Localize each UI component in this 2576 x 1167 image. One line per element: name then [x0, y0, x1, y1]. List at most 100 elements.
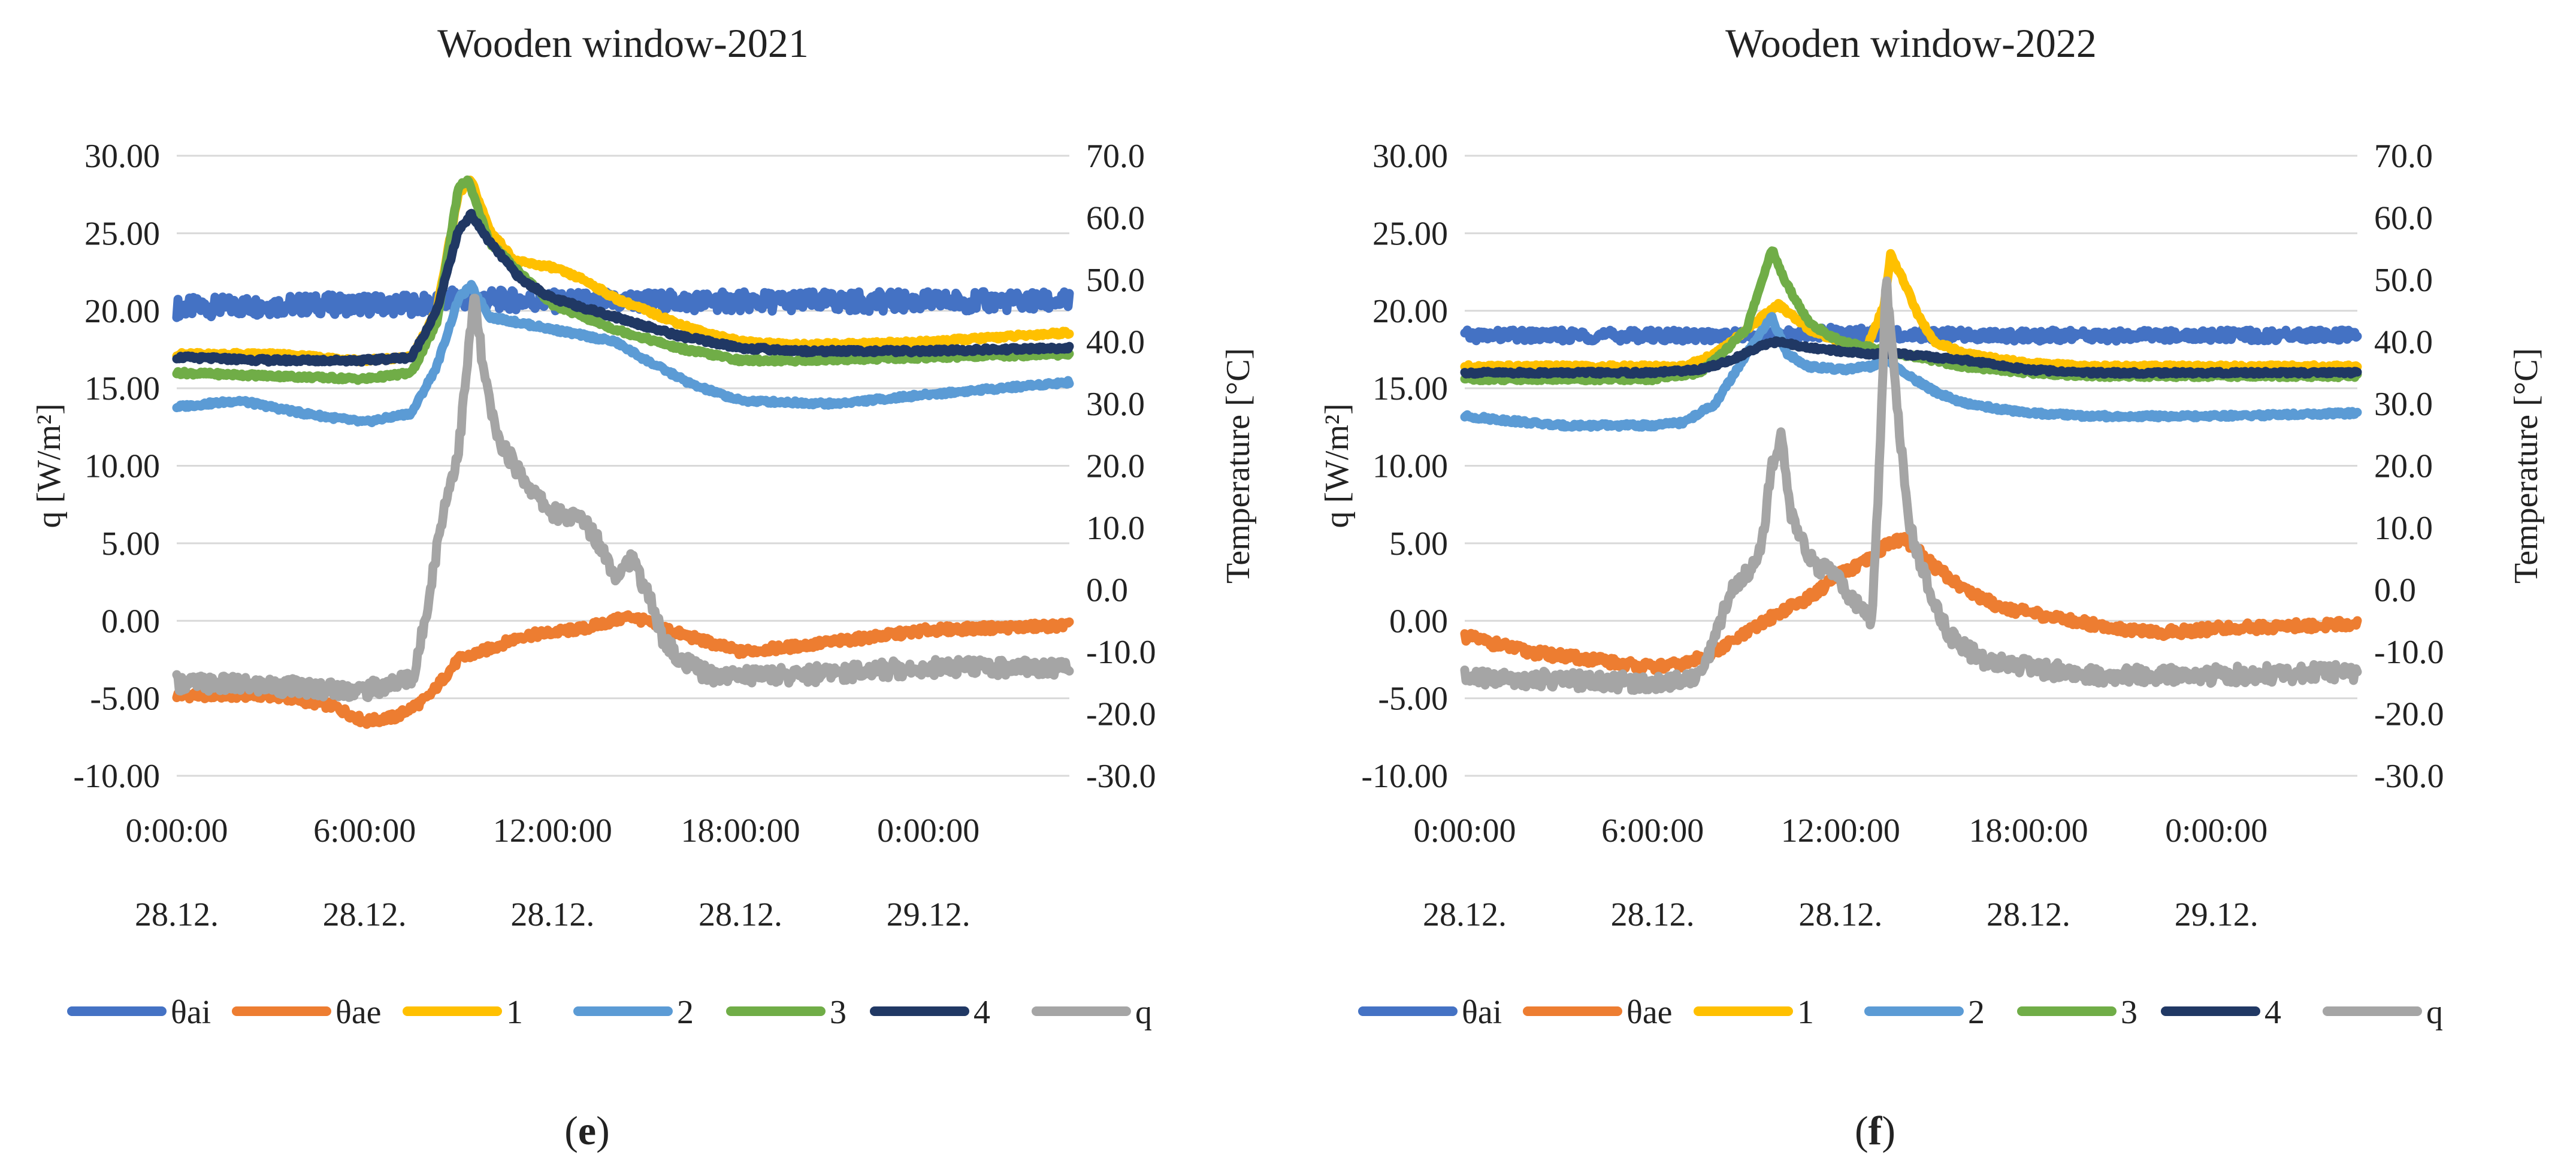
y-right-tick-label: 50.0 [2374, 262, 2433, 299]
panel-label: (e) [564, 1108, 610, 1153]
x-tick-time-label: 18:00:00 [1969, 812, 2088, 849]
y-right-tick-label: 20.0 [1086, 448, 1145, 485]
x-tick-date-label: 28.12. [699, 896, 782, 933]
y-left-tick-label: 10.00 [1372, 448, 1448, 485]
chart-svg-e: Wooden window-2021-10.00-5.000.005.0010.… [31, 20, 1257, 1153]
x-tick-time-label: 0:00:00 [2165, 812, 2267, 849]
series-line-3 [1460, 312, 2362, 432]
y-left-axis-title: q [W/m²] [1319, 403, 1356, 528]
y-right-tick-label: -20.0 [1086, 696, 1156, 733]
x-tick-time-label: 0:00:00 [125, 812, 228, 849]
legend-label: θae [1626, 994, 1673, 1031]
series-line-5 [172, 208, 1074, 367]
y-right-tick-label: -30.0 [2374, 758, 2444, 795]
y-left-tick-label: 0.00 [101, 603, 160, 640]
legend-label: 3 [830, 994, 846, 1031]
chart-svg-f: Wooden window-2022-10.00-5.000.005.0010.… [1319, 20, 2545, 1153]
y-right-axis-title: Temperature [°C] [2508, 348, 2545, 584]
x-tick-date-label: 28.12. [1611, 896, 1695, 933]
y-right-tick-label: -10.0 [2374, 634, 2444, 671]
y-right-tick-label: 60.0 [1086, 200, 1145, 237]
legend-label: 4 [2264, 994, 2281, 1031]
y-left-tick-label: 15.00 [1372, 370, 1448, 407]
panel-label: (f) [1855, 1108, 1895, 1153]
x-tick-date-label: 29.12. [887, 896, 970, 933]
x-tick-time-label: 18:00:00 [681, 812, 800, 849]
x-tick-time-label: 12:00:00 [493, 812, 612, 849]
legend-label: 2 [677, 994, 694, 1031]
series-line-1 [172, 610, 1074, 729]
chart-panel-e: Wooden window-2021 -10.00 -5.00 0.00 5.00 10.… [31, 20, 1257, 1153]
y-right-tick-label: 40.0 [1086, 324, 1145, 361]
y-left-tick-label: 25.00 [84, 215, 160, 252]
y-right-tick-label: 0.0 [2374, 572, 2416, 609]
y-right-tick-label: -10.0 [1086, 634, 1156, 671]
series-line-1 [1460, 532, 2362, 676]
series-group [172, 175, 1074, 729]
legend-label: q [1135, 994, 1152, 1031]
y-right-axis-title: Temperature [°C] [1220, 348, 1257, 584]
series-line-0 [1460, 322, 2362, 346]
series-line-6 [1460, 276, 2362, 695]
series-line-6 [172, 294, 1074, 702]
y-left-tick-label: 30.00 [1372, 138, 1448, 175]
y-right-tick-label: 30.0 [1086, 386, 1145, 423]
y-right-tick-label: 70.0 [2374, 138, 2433, 175]
y-left-tick-label: 20.00 [1372, 293, 1448, 330]
legend-label: q [2426, 994, 2443, 1031]
y-left-tick-label: -5.00 [1378, 681, 1448, 718]
y-left-tick-label: -10.00 [73, 758, 160, 795]
y-left-tick-label: -5.00 [90, 681, 160, 718]
x-tick-time-label: 6:00:00 [313, 812, 416, 849]
y-left-tick-label: 15.00 [84, 370, 160, 407]
legend-label: 3 [2121, 994, 2137, 1031]
x-tick-date-label: 29.12. [2175, 896, 2258, 933]
x-tick-date-label: 28.12. [1798, 896, 1882, 933]
legend-label: θai [1462, 994, 1502, 1031]
series-group [1460, 246, 2362, 695]
series-line-2 [1460, 249, 2362, 373]
x-tick-time-label: 6:00:00 [1601, 812, 1704, 849]
series-line-5 [1460, 336, 2362, 379]
y-left-tick-label: 5.00 [101, 525, 160, 563]
chart-title: Wooden window-2021 [437, 20, 809, 66]
y-right-tick-label: 20.0 [2374, 448, 2433, 485]
y-left-tick-label: 20.00 [84, 293, 160, 330]
x-tick-date-label: 28.12. [323, 896, 407, 933]
x-tick-date-label: 28.12. [1987, 896, 2070, 933]
y-right-tick-label: 0.0 [1086, 572, 1128, 609]
series-line-3 [172, 280, 1074, 428]
x-tick-time-label: 0:00:00 [877, 812, 979, 849]
x-tick-date-label: 28.12. [135, 896, 219, 933]
legend-label: θai [171, 994, 211, 1031]
y-left-tick-label: 10.00 [84, 448, 160, 485]
legend-label: 4 [973, 994, 990, 1031]
x-tick-time-label: 0:00:00 [1413, 812, 1516, 849]
y-right-tick-label: 10.0 [1086, 510, 1145, 547]
legend-label: 1 [506, 994, 523, 1031]
y-right-tick-label: -20.0 [2374, 696, 2444, 733]
y-right-tick-label: 40.0 [2374, 324, 2433, 361]
legend-label: 1 [1797, 994, 1814, 1031]
y-left-tick-label: 5.00 [1389, 525, 1448, 563]
y-left-tick-label: 0.00 [1389, 603, 1448, 640]
chart-title: Wooden window-2022 [1725, 20, 2097, 66]
y-right-tick-label: 50.0 [1086, 262, 1145, 299]
x-tick-time-label: 12:00:00 [1781, 812, 1900, 849]
y-left-tick-label: -10.00 [1361, 758, 1448, 795]
y-right-tick-label: 10.0 [2374, 510, 2433, 547]
legend-label: 2 [1968, 994, 1985, 1031]
legend: θai θae 1 2 3 4 q [67, 994, 1152, 1031]
y-left-axis-title: q [W/m²] [31, 403, 68, 528]
chart-panel-f: Wooden window-2022 -10.00 -5.00 0.00 5.00 10.… [1288, 0, 2576, 1167]
y-right-tick-label: 30.0 [2374, 386, 2433, 423]
y-right-tick-label: 60.0 [2374, 200, 2433, 237]
x-tick-date-label: 28.12. [510, 896, 594, 933]
y-right-tick-label: -30.0 [1086, 758, 1156, 795]
x-tick-date-label: 28.12. [1423, 896, 1507, 933]
y-left-tick-label: 30.00 [84, 138, 160, 175]
legend-label: θae [335, 994, 382, 1031]
y-right-tick-label: 70.0 [1086, 138, 1145, 175]
y-left-tick-label: 25.00 [1372, 215, 1448, 252]
legend: θai θae 1 2 3 4 q [1358, 994, 2443, 1031]
